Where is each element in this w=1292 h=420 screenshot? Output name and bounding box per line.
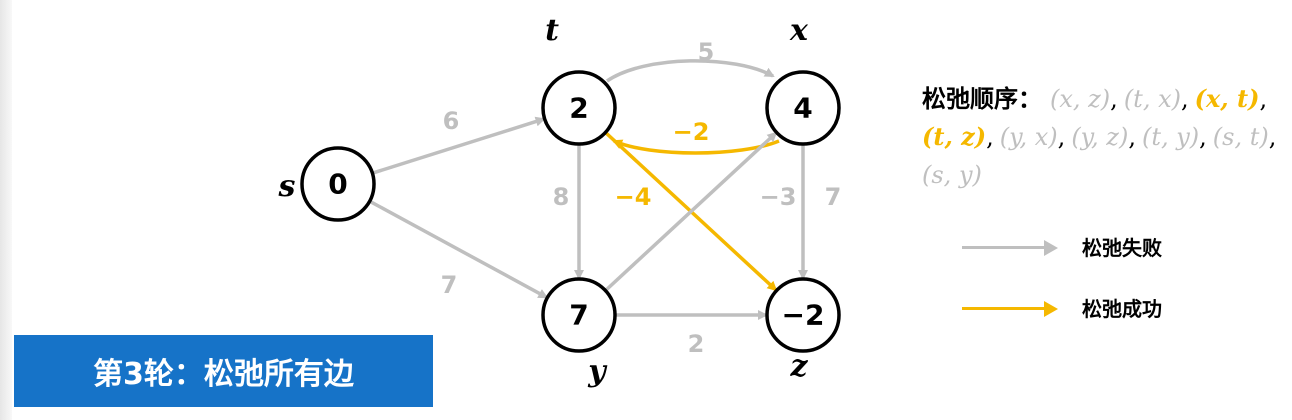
edge-weight-t-y: 8: [553, 183, 570, 211]
edge-weight-t-x: 5: [698, 38, 715, 66]
edge-t-x: [606, 59, 775, 83]
edge-weight-y-z: 2: [688, 330, 705, 358]
relax-order-separator: ,: [1180, 85, 1189, 113]
node-value-s: 0: [328, 168, 347, 201]
legend-arrow-failed-icon: [1044, 240, 1058, 256]
node-circle-s: [300, 146, 376, 222]
relax-order-item: (t, x): [1123, 85, 1181, 113]
node-value-z: −2: [782, 299, 825, 332]
edge-weight-y-x: −3: [760, 183, 797, 211]
legend-item-failed: 松弛失败: [962, 233, 1262, 263]
relax-order-separator: ,: [1259, 85, 1268, 113]
relax-order-item: (x, z): [1050, 85, 1111, 113]
node-circle-y: [541, 277, 617, 353]
edge-weight-x-z: 7: [825, 183, 842, 211]
relax-order-item: (t, y): [1141, 123, 1200, 151]
relax-order-panel: 松弛顺序： (x, z), (t, x), (x, t),(t, z), (y, x),…: [922, 80, 1287, 194]
legend-line-success: [962, 307, 1044, 310]
node-circle-t: [541, 70, 617, 146]
relax-order-separator: ,: [1199, 123, 1207, 151]
node-y: 7y: [541, 277, 617, 389]
relax-order-item: (t, z): [922, 122, 987, 151]
relax-order-item: (x, t): [1194, 84, 1260, 113]
edge-y-x: [604, 131, 778, 292]
relax-order-item: (s, y): [922, 161, 982, 189]
legend-label-failed: 松弛失败: [1082, 236, 1162, 260]
node-value-x: 4: [793, 92, 812, 125]
relax-order-item: (y, x): [999, 123, 1058, 151]
node-value-y: 7: [569, 299, 588, 332]
node-label-z: z: [789, 349, 808, 384]
relax-order-title: 松弛顺序：: [922, 85, 1042, 113]
relax-order-item: (s, t): [1212, 123, 1269, 151]
edge-s-y: [368, 199, 549, 299]
round-banner: 第3轮：松弛所有边: [14, 335, 433, 407]
node-x: 4x: [765, 13, 841, 146]
edge-weight-s-t: 6: [443, 107, 460, 135]
relax-order-separator: ,: [1110, 85, 1118, 113]
edge-weight-x-t: −2: [673, 118, 710, 146]
node-label-s: s: [278, 169, 296, 204]
relax-order-separator: ,: [986, 123, 994, 151]
node-circle-x: [765, 70, 841, 146]
edge-s-t: [371, 116, 546, 175]
node-value-t: 2: [569, 92, 588, 125]
edge-weights-layer: 6 7 5 −2 8 −4 −3 7 2: [441, 38, 842, 358]
legend-line-failed: [962, 246, 1044, 249]
legend-item-success: 松弛成功: [962, 294, 1262, 324]
relax-order-item: (y, z): [1071, 123, 1129, 151]
left-edge-strip: [0, 0, 12, 420]
node-circle-z: [765, 277, 841, 353]
relax-order-separator: ,: [1268, 123, 1277, 151]
edges-layer: [368, 59, 808, 320]
edge-weight-t-z: −4: [615, 183, 652, 211]
node-label-y: y: [587, 354, 608, 389]
legend-arrow-success-icon: [1044, 301, 1058, 317]
legend-label-success: 松弛成功: [1082, 297, 1162, 321]
edge-weight-s-y: 7: [441, 271, 458, 299]
node-label-t: t: [545, 13, 559, 48]
node-label-x: x: [789, 13, 809, 48]
relax-order-separator: ,: [1057, 123, 1066, 151]
relax-order-separator: ,: [1128, 123, 1136, 151]
relax-order-list: (x, z), (t, x), (x, t),(t, z), (y, x), (y, z…: [922, 84, 1282, 189]
node-t: 2t: [541, 13, 617, 146]
node-s: 0s: [278, 146, 376, 222]
node-z: −2 z: [765, 277, 841, 384]
